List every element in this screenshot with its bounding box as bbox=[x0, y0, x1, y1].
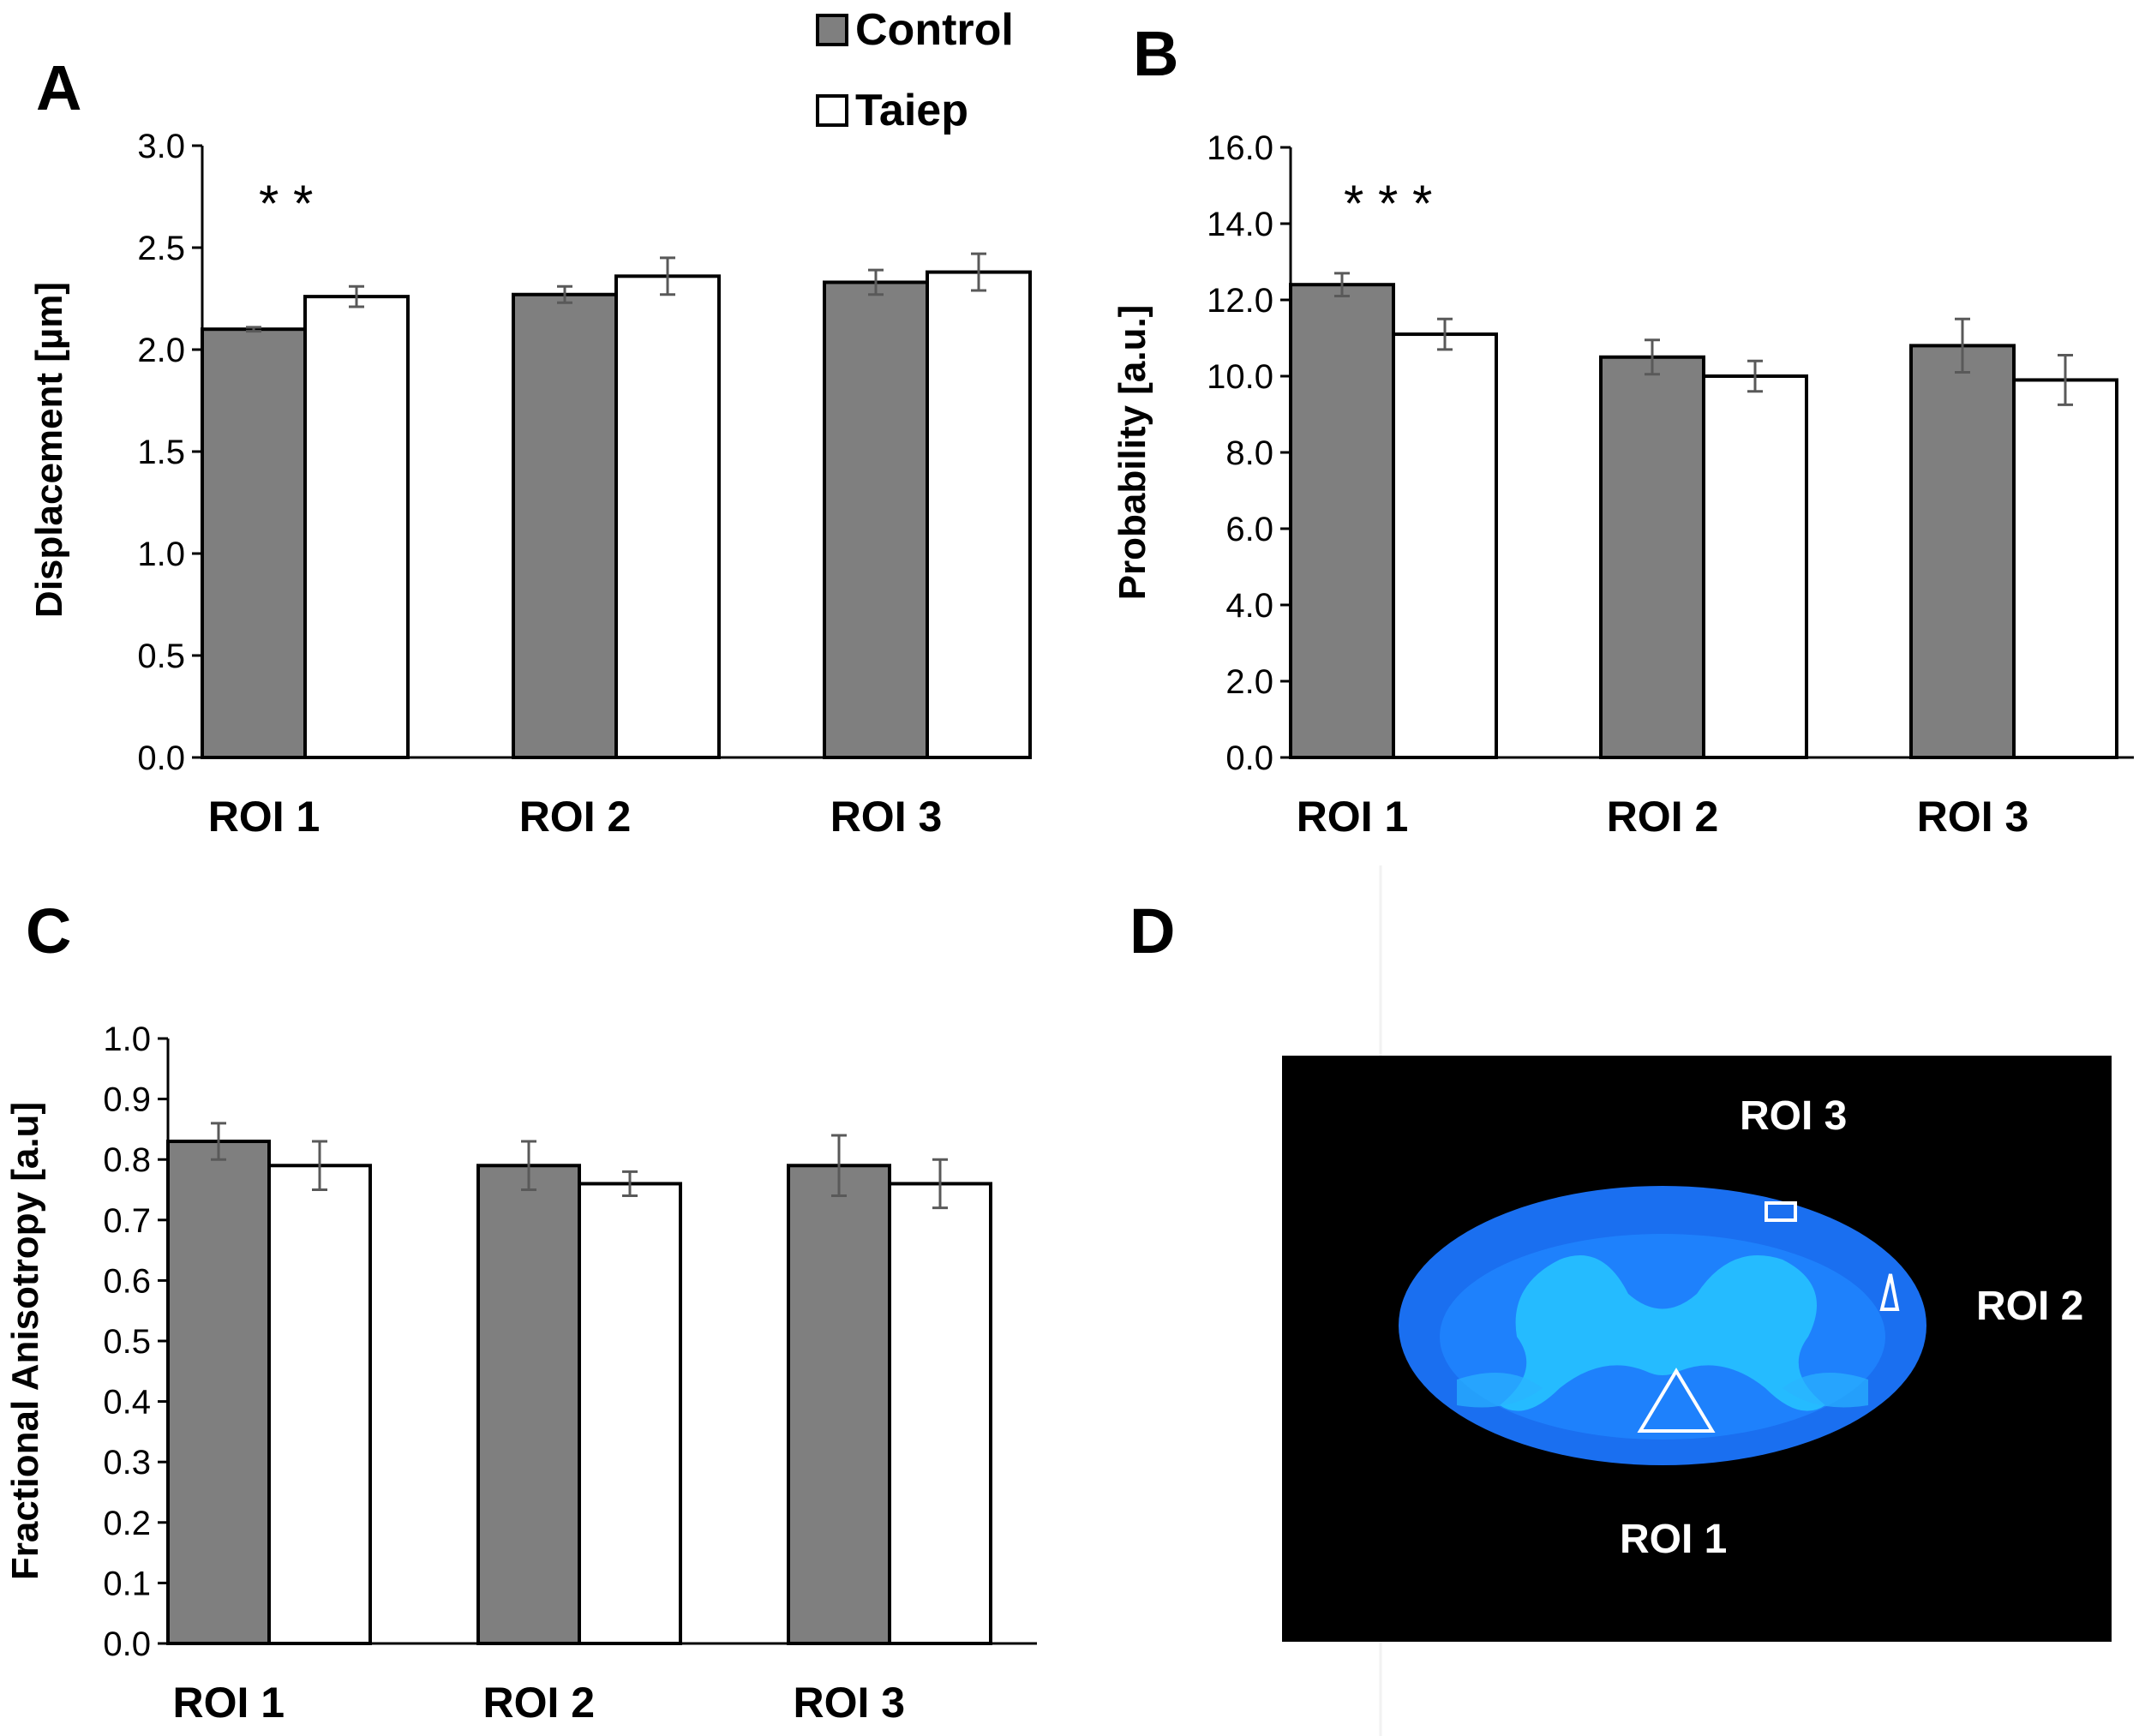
category-label: ROI 2 bbox=[519, 793, 632, 841]
bar-control-roi-1 bbox=[201, 327, 307, 759]
bar-control-roi-2 bbox=[512, 292, 618, 759]
y-tick-label: 0.0 bbox=[137, 739, 185, 777]
bar-taiep-roi-2 bbox=[614, 274, 721, 759]
y-tick-label: 0.5 bbox=[137, 638, 185, 675]
bar-taiep-roi-1 bbox=[1392, 332, 1498, 759]
category-label: ROI 3 bbox=[830, 793, 943, 841]
y-tick-label: 2.0 bbox=[1225, 663, 1273, 701]
spinal-cord-image: ROI 1 ROI 2 ROI 3 bbox=[1282, 1056, 2112, 1642]
panel-letter-b: B bbox=[1133, 18, 1178, 89]
y-tick-label: 0.3 bbox=[103, 1444, 151, 1482]
y-tick-label: 0.9 bbox=[103, 1081, 151, 1119]
panel-letter-a: A bbox=[36, 52, 81, 123]
y-tick-label: 0.1 bbox=[103, 1565, 151, 1602]
bar-control-roi-3 bbox=[1909, 344, 2016, 759]
legend: Control Taiep bbox=[816, 5, 1014, 135]
bar-taiep-roi-3 bbox=[926, 270, 1032, 759]
y-tick-label: 0.8 bbox=[103, 1141, 151, 1179]
category-label: ROI 3 bbox=[1917, 793, 2029, 841]
y-tick-label: 4.0 bbox=[1225, 587, 1273, 625]
legend-swatch-control bbox=[816, 14, 848, 46]
significance-stars-a: * * bbox=[259, 175, 313, 232]
bar-control-roi-2 bbox=[476, 1164, 581, 1645]
y-tick-label: 14.0 bbox=[1207, 206, 1273, 243]
bar-taiep-roi-2 bbox=[578, 1182, 682, 1645]
category-label: ROI 1 bbox=[208, 793, 321, 841]
chart-c: 0.0 0.1 0.2 0.3 0.4 0.5 0.6 0.7 0.8 0.9 1.0 Fractio… bbox=[4, 1021, 1037, 1727]
legend-label-control: Control bbox=[855, 5, 1014, 55]
bar-control-roi-1 bbox=[166, 1140, 271, 1645]
category-label: ROI 2 bbox=[1607, 793, 1719, 841]
y-tick-label: 0.5 bbox=[103, 1323, 151, 1361]
y-tick-label: 0.4 bbox=[103, 1384, 151, 1422]
y-axis-label: Probability [a.u.] bbox=[1111, 305, 1153, 601]
bar-taiep-roi-2 bbox=[1702, 374, 1808, 759]
bar-taiep-roi-1 bbox=[303, 295, 410, 759]
bar-taiep-roi-1 bbox=[267, 1164, 372, 1645]
y-tick-label: 0.0 bbox=[103, 1625, 151, 1663]
bar-taiep-roi-3 bbox=[888, 1182, 992, 1645]
y-tick-label: 2.0 bbox=[137, 332, 185, 369]
y-axis-label: Displacement [µm] bbox=[28, 282, 70, 618]
bar-control-roi-1 bbox=[1289, 283, 1395, 759]
panel-letter-d: D bbox=[1129, 895, 1175, 967]
bar-taiep-roi-3 bbox=[2012, 378, 2118, 759]
panel-letter-c: C bbox=[26, 895, 71, 967]
bar-control-roi-3 bbox=[787, 1164, 891, 1645]
legend-label-taiep: Taiep bbox=[855, 86, 968, 135]
bar-control-roi-2 bbox=[1599, 355, 1705, 759]
grey-matter bbox=[1500, 1255, 1825, 1411]
category-label: ROI 1 bbox=[173, 1679, 285, 1727]
bar-control-roi-3 bbox=[823, 280, 929, 759]
chart-b: 0.0 2.0 4.0 6.0 8.0 10.0 12.0 14.0 16.0 Probabili… bbox=[1111, 129, 2134, 841]
y-tick-label: 10.0 bbox=[1207, 358, 1273, 396]
y-tick-label: 1.0 bbox=[137, 536, 185, 573]
y-tick-label: 1.5 bbox=[137, 434, 185, 471]
y-tick-label: 8.0 bbox=[1225, 434, 1273, 472]
y-tick-label: 0.2 bbox=[103, 1505, 151, 1542]
roi-3-label: ROI 3 bbox=[1740, 1093, 1847, 1139]
y-tick-label: 0.6 bbox=[103, 1262, 151, 1300]
category-label: ROI 1 bbox=[1297, 793, 1409, 841]
y-axis-label: Fractional Anisotropy [a.u] bbox=[4, 1102, 46, 1580]
roi-3-marker bbox=[1765, 1201, 1797, 1222]
category-label: ROI 3 bbox=[794, 1679, 906, 1727]
roi-1-label: ROI 1 bbox=[1620, 1517, 1727, 1562]
legend-swatch-taiep bbox=[816, 94, 848, 127]
y-tick-label: 16.0 bbox=[1207, 129, 1273, 167]
y-tick-label: 0.7 bbox=[103, 1202, 151, 1240]
significance-stars-b: * * * bbox=[1344, 175, 1432, 232]
y-tick-label: 0.0 bbox=[1225, 739, 1273, 777]
dorsal-horn-right bbox=[1783, 1373, 1868, 1408]
y-tick-label: 1.0 bbox=[103, 1021, 151, 1058]
y-tick-label: 3.0 bbox=[137, 128, 185, 165]
roi-2-marker bbox=[1879, 1273, 1900, 1311]
dorsal-horn-left bbox=[1457, 1373, 1543, 1408]
chart-a: 0.0 0.5 1.0 1.5 2.0 2.5 3.0 Displacement [µm] RO… bbox=[28, 128, 1032, 841]
y-tick-label: 2.5 bbox=[137, 230, 185, 267]
roi-1-marker bbox=[1637, 1368, 1716, 1433]
roi-2-label: ROI 2 bbox=[1976, 1284, 2083, 1329]
y-tick-label: 12.0 bbox=[1207, 282, 1273, 320]
y-tick-label: 6.0 bbox=[1225, 511, 1273, 548]
category-label: ROI 2 bbox=[483, 1679, 596, 1727]
